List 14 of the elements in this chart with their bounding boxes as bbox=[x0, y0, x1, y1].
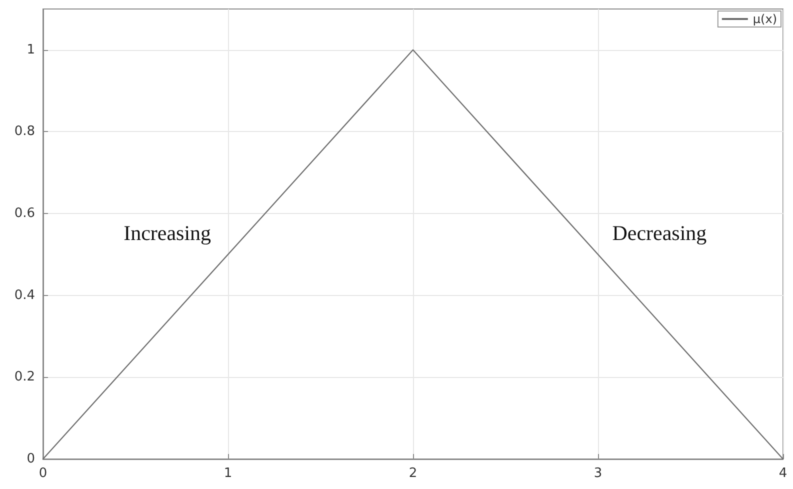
x-tick-label: 0 bbox=[38, 466, 48, 481]
x-tick-label: 2 bbox=[408, 466, 418, 481]
legend-label: μ(x) bbox=[752, 12, 778, 26]
y-tick-label: 0 bbox=[26, 452, 35, 466]
y-tick-label: 1 bbox=[26, 42, 35, 58]
y-tick-label: 0.6 bbox=[14, 206, 35, 222]
x-tick-label: 1 bbox=[224, 466, 232, 481]
annotation: Increasing bbox=[124, 221, 212, 245]
annotation: Decreasing bbox=[612, 221, 708, 245]
x-tick-label: 3 bbox=[594, 466, 602, 481]
y-tick-label: 0.8 bbox=[14, 124, 35, 140]
y-tick-label: 0.4 bbox=[14, 288, 35, 303]
y-tick-label: 0.2 bbox=[14, 370, 35, 385]
x-tick-label: 4 bbox=[778, 466, 788, 481]
